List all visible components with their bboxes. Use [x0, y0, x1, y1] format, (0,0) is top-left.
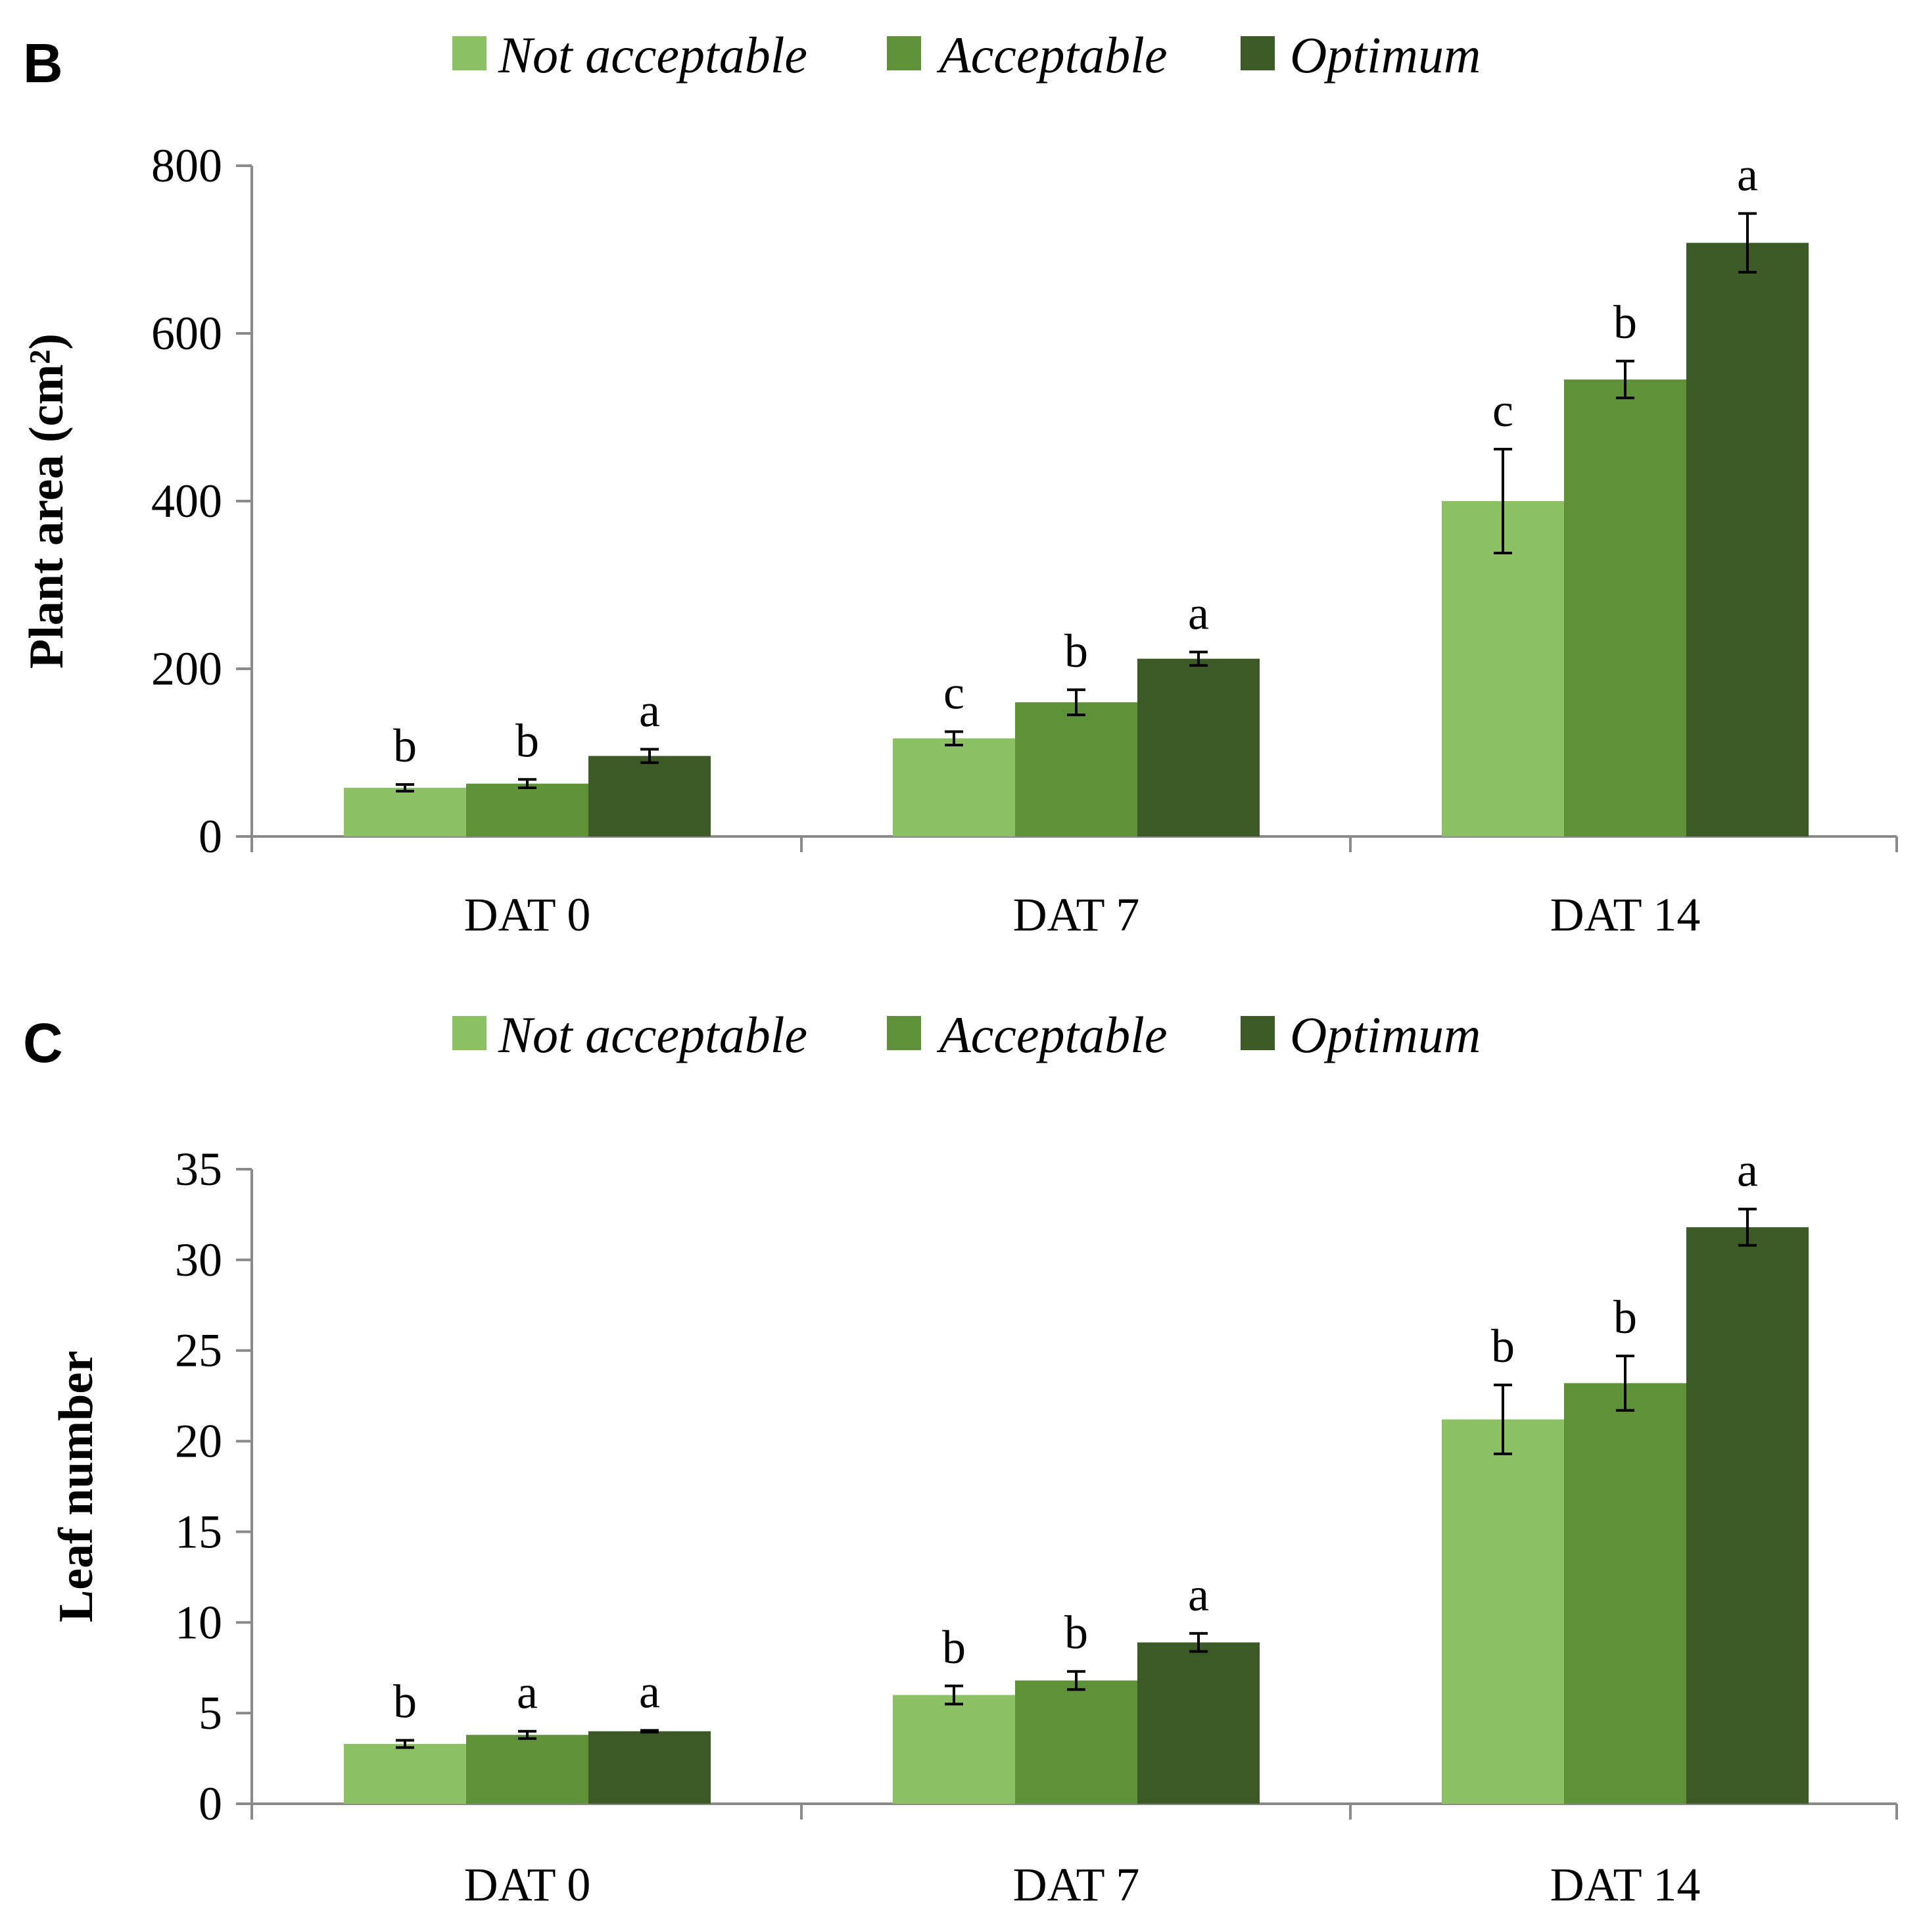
legend-label-optimum: Optimum: [1290, 1006, 1481, 1063]
panel-letter: B: [23, 32, 63, 94]
bar-acceptable: [1564, 379, 1686, 836]
bar-optimum: [1137, 658, 1260, 836]
bar-optimum: [588, 1731, 711, 1804]
bar-not-acceptable: [1442, 1419, 1564, 1804]
significance-letter: b: [1064, 1606, 1088, 1659]
bar-acceptable: [466, 1735, 588, 1804]
panel-letter: C: [23, 1012, 63, 1074]
y-tick-label: 15: [175, 1505, 222, 1558]
y-tick-label: 25: [175, 1324, 222, 1377]
error-bar: [1067, 1670, 1085, 1691]
significance-letter: c: [1492, 384, 1513, 437]
y-tick-label: 35: [175, 1143, 222, 1195]
bar-not-acceptable: [344, 788, 466, 836]
bar-acceptable: [466, 783, 588, 836]
error-bar: [1189, 650, 1208, 667]
legend-swatch-optimum: [1241, 36, 1275, 70]
x-category-label: DAT 7: [1013, 1858, 1140, 1911]
y-tick-label: 0: [199, 1777, 222, 1830]
legend-swatch-acceptable: [887, 36, 921, 70]
y-tick-label: 5: [199, 1687, 222, 1739]
error-bar: [1494, 447, 1512, 555]
error-bar: [1616, 360, 1634, 400]
significance-letter: a: [639, 684, 660, 737]
significance-letter: b: [1491, 1320, 1515, 1372]
significance-letter: a: [639, 1665, 660, 1718]
bar-optimum: [1686, 1227, 1809, 1804]
bar-acceptable: [1015, 1680, 1137, 1804]
y-tick-label: 30: [175, 1234, 222, 1286]
legend-label-acceptable: Acceptable: [936, 1006, 1167, 1063]
y-tick-label: 20: [175, 1415, 222, 1468]
significance-letter: a: [517, 1666, 538, 1719]
x-category-label: DAT 14: [1550, 888, 1701, 941]
significance-letter: a: [1737, 149, 1758, 201]
error-bar: [1189, 1631, 1208, 1653]
x-category-label: DAT 14: [1550, 1858, 1701, 1911]
y-tick-label: 200: [151, 642, 222, 695]
error-bar: [1738, 1207, 1757, 1247]
x-category-label: DAT 7: [1013, 888, 1140, 941]
significance-letter: b: [1064, 625, 1088, 677]
y-tick-label: 600: [151, 307, 222, 360]
bar-acceptable: [1015, 702, 1137, 836]
significance-letter: b: [1613, 1291, 1637, 1343]
bar-optimum: [1137, 1642, 1260, 1804]
significance-letter: a: [1188, 587, 1209, 640]
error-bar: [396, 783, 414, 793]
error-bar: [1616, 1354, 1634, 1412]
bar-not-acceptable: [1442, 501, 1564, 836]
y-axis-title: Leaf number: [49, 1351, 103, 1622]
error-bar: [640, 748, 659, 764]
x-category-label: DAT 0: [464, 888, 591, 941]
significance-letter: b: [1613, 296, 1637, 349]
legend-swatch-acceptable: [887, 1016, 921, 1050]
y-tick-label: 800: [151, 139, 222, 192]
error-bar: [1494, 1384, 1512, 1455]
significance-letter: a: [1188, 1568, 1209, 1621]
legend-swatch-optimum: [1241, 1016, 1275, 1050]
significance-letter: a: [1737, 1144, 1758, 1197]
legend-swatch-not-acceptable: [452, 1016, 487, 1050]
error-bar: [1738, 212, 1757, 274]
y-tick-label: 400: [151, 475, 222, 527]
bar-acceptable: [1564, 1383, 1686, 1804]
bar-optimum: [588, 756, 711, 836]
y-tick-label: 10: [175, 1596, 222, 1649]
error-bar: [640, 1729, 659, 1734]
chart-panel-b: B Not acceptable Acceptable Optimum 0 200 400 6…: [20, 26, 1898, 941]
chart-panel-c: C Not acceptable Acceptable Optimum 0 5 10 15 20…: [23, 1006, 1898, 1911]
y-tick-label: 0: [199, 810, 222, 863]
error-bar: [518, 1729, 536, 1740]
error-bar: [1067, 688, 1085, 717]
legend-label-acceptable: Acceptable: [936, 26, 1167, 84]
bar-optimum: [1686, 243, 1809, 836]
y-axis-title: Plant area (cm²): [20, 333, 74, 669]
bar-not-acceptable: [893, 738, 1015, 836]
legend-swatch-not-acceptable: [452, 36, 487, 70]
legend-label-not-acceptable: Not acceptable: [498, 26, 807, 84]
significance-letter: b: [515, 714, 539, 767]
significance-letter: b: [942, 1621, 966, 1674]
legend-label-not-acceptable: Not acceptable: [498, 1006, 807, 1063]
significance-letter: b: [393, 1676, 417, 1728]
bar-not-acceptable: [344, 1744, 466, 1804]
x-category-label: DAT 0: [464, 1858, 591, 1911]
significance-letter: b: [393, 719, 417, 772]
bar-not-acceptable: [893, 1695, 1015, 1804]
error-bar: [518, 778, 536, 790]
error-bar: [396, 1739, 414, 1749]
error-bar: [945, 730, 963, 747]
error-bar: [945, 1684, 963, 1706]
legend-label-optimum: Optimum: [1290, 26, 1481, 84]
significance-letter: c: [943, 667, 964, 719]
